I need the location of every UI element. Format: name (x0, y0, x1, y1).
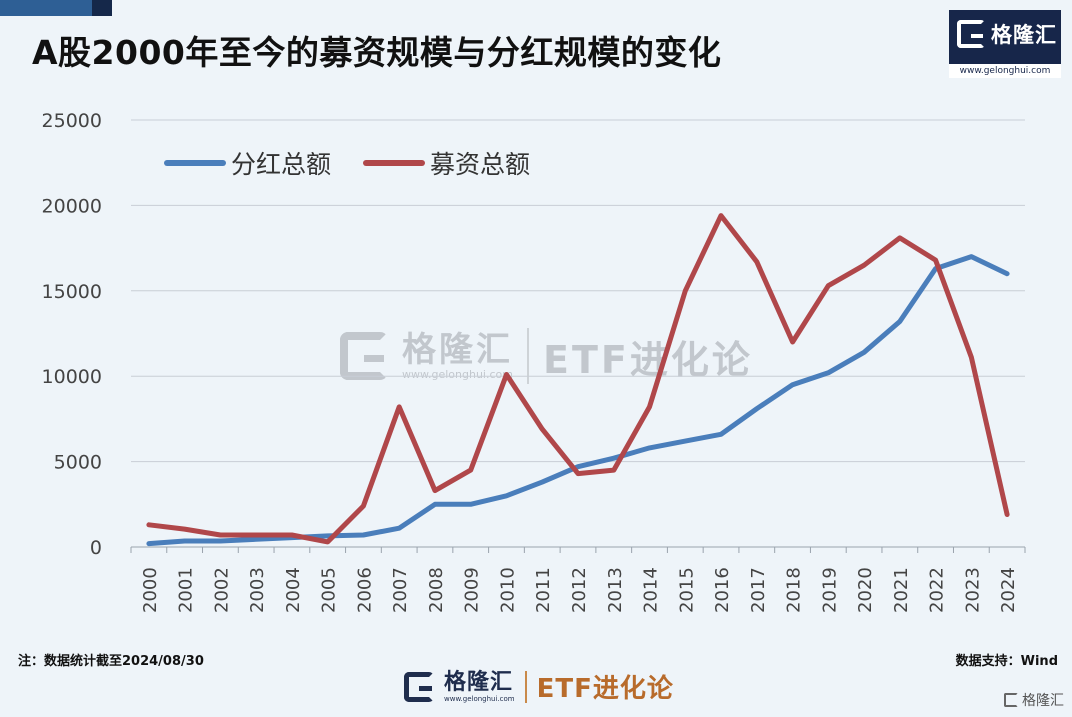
corner-name: 格隆汇 (1022, 693, 1064, 709)
x-tick-label: 2000 (140, 567, 161, 613)
x-tick-label: 2019 (819, 567, 840, 613)
legend-label: 募资总额 (430, 150, 530, 179)
footer-g-icon (404, 671, 434, 702)
chart-title: A股2000年至今的募资规模与分红规模的变化 (32, 33, 722, 72)
watermark-name: 格隆汇 (402, 329, 513, 370)
x-tick-label: 2008 (426, 567, 447, 613)
y-tick-label: 10000 (42, 366, 102, 388)
x-tick-label: 2024 (998, 567, 1019, 613)
x-tick-label: 2020 (855, 567, 876, 613)
x-tick-label: 2016 (712, 567, 733, 613)
x-tick-label: 2017 (748, 567, 769, 613)
corner-watermark: 格隆汇 (1004, 690, 1064, 710)
footer-divider (524, 670, 527, 703)
watermark-column: ETF进化论 (543, 337, 753, 382)
footer-brand: 格隆汇 www.gelonghui.com ETF进化论 (404, 668, 674, 705)
series-line-financing (146, 213, 1010, 545)
x-tick-label: 2005 (319, 567, 340, 613)
x-tick-label: 2023 (962, 567, 983, 613)
legend-label: 分红总额 (231, 150, 331, 179)
footer-column: ETF进化论 (536, 674, 674, 704)
x-tick-label: 2011 (533, 567, 554, 613)
x-tick-label: 2003 (247, 567, 268, 613)
x-tick-label: 2018 (784, 567, 805, 613)
x-tick-label: 2012 (569, 567, 590, 613)
y-tick-label: 0 (90, 537, 102, 559)
watermark-url: www.gelonghui.com (402, 367, 513, 381)
x-tick-label: 2022 (927, 567, 948, 613)
series-line-dividend (146, 254, 1010, 547)
logo-name: 格隆汇 (991, 23, 1057, 47)
x-tick-label: 2004 (283, 567, 304, 613)
top-accent-bar (0, 0, 92, 16)
x-tick-label: 2001 (176, 567, 197, 613)
x-tick-label: 2013 (605, 567, 626, 613)
x-tick-label: 2006 (354, 567, 375, 613)
x-tick-label: 2014 (641, 567, 662, 613)
watermark-divider (527, 328, 529, 384)
logo-g-icon (957, 20, 985, 48)
footer-url: www.gelonghui.com (444, 694, 515, 703)
footnote: 注：数据统计截至2024/08/30 (18, 654, 204, 669)
x-tick-label: 2007 (390, 567, 411, 613)
x-tick-label: 2010 (497, 567, 518, 613)
x-tick-label: 2021 (891, 567, 912, 613)
logo-url: www.gelonghui.com (949, 64, 1061, 78)
top-accent-bar-dark (92, 0, 112, 16)
y-tick-label: 20000 (42, 195, 102, 217)
corner-g-icon (1004, 693, 1018, 707)
brand-logo: 格隆汇 www.gelonghui.com (949, 10, 1061, 78)
data-source: 数据支持：Wind (955, 654, 1058, 669)
x-tick-label: 2009 (462, 567, 483, 613)
watermark: 格隆汇 www.gelonghui.com ETF进化论 (340, 328, 753, 384)
y-tick-label: 15000 (42, 281, 102, 303)
x-tick-label: 2015 (676, 567, 697, 613)
y-tick-label: 5000 (54, 452, 102, 474)
x-tick-label: 2002 (211, 567, 232, 613)
footer-name: 格隆汇 (444, 669, 514, 695)
y-tick-label: 25000 (42, 110, 102, 132)
